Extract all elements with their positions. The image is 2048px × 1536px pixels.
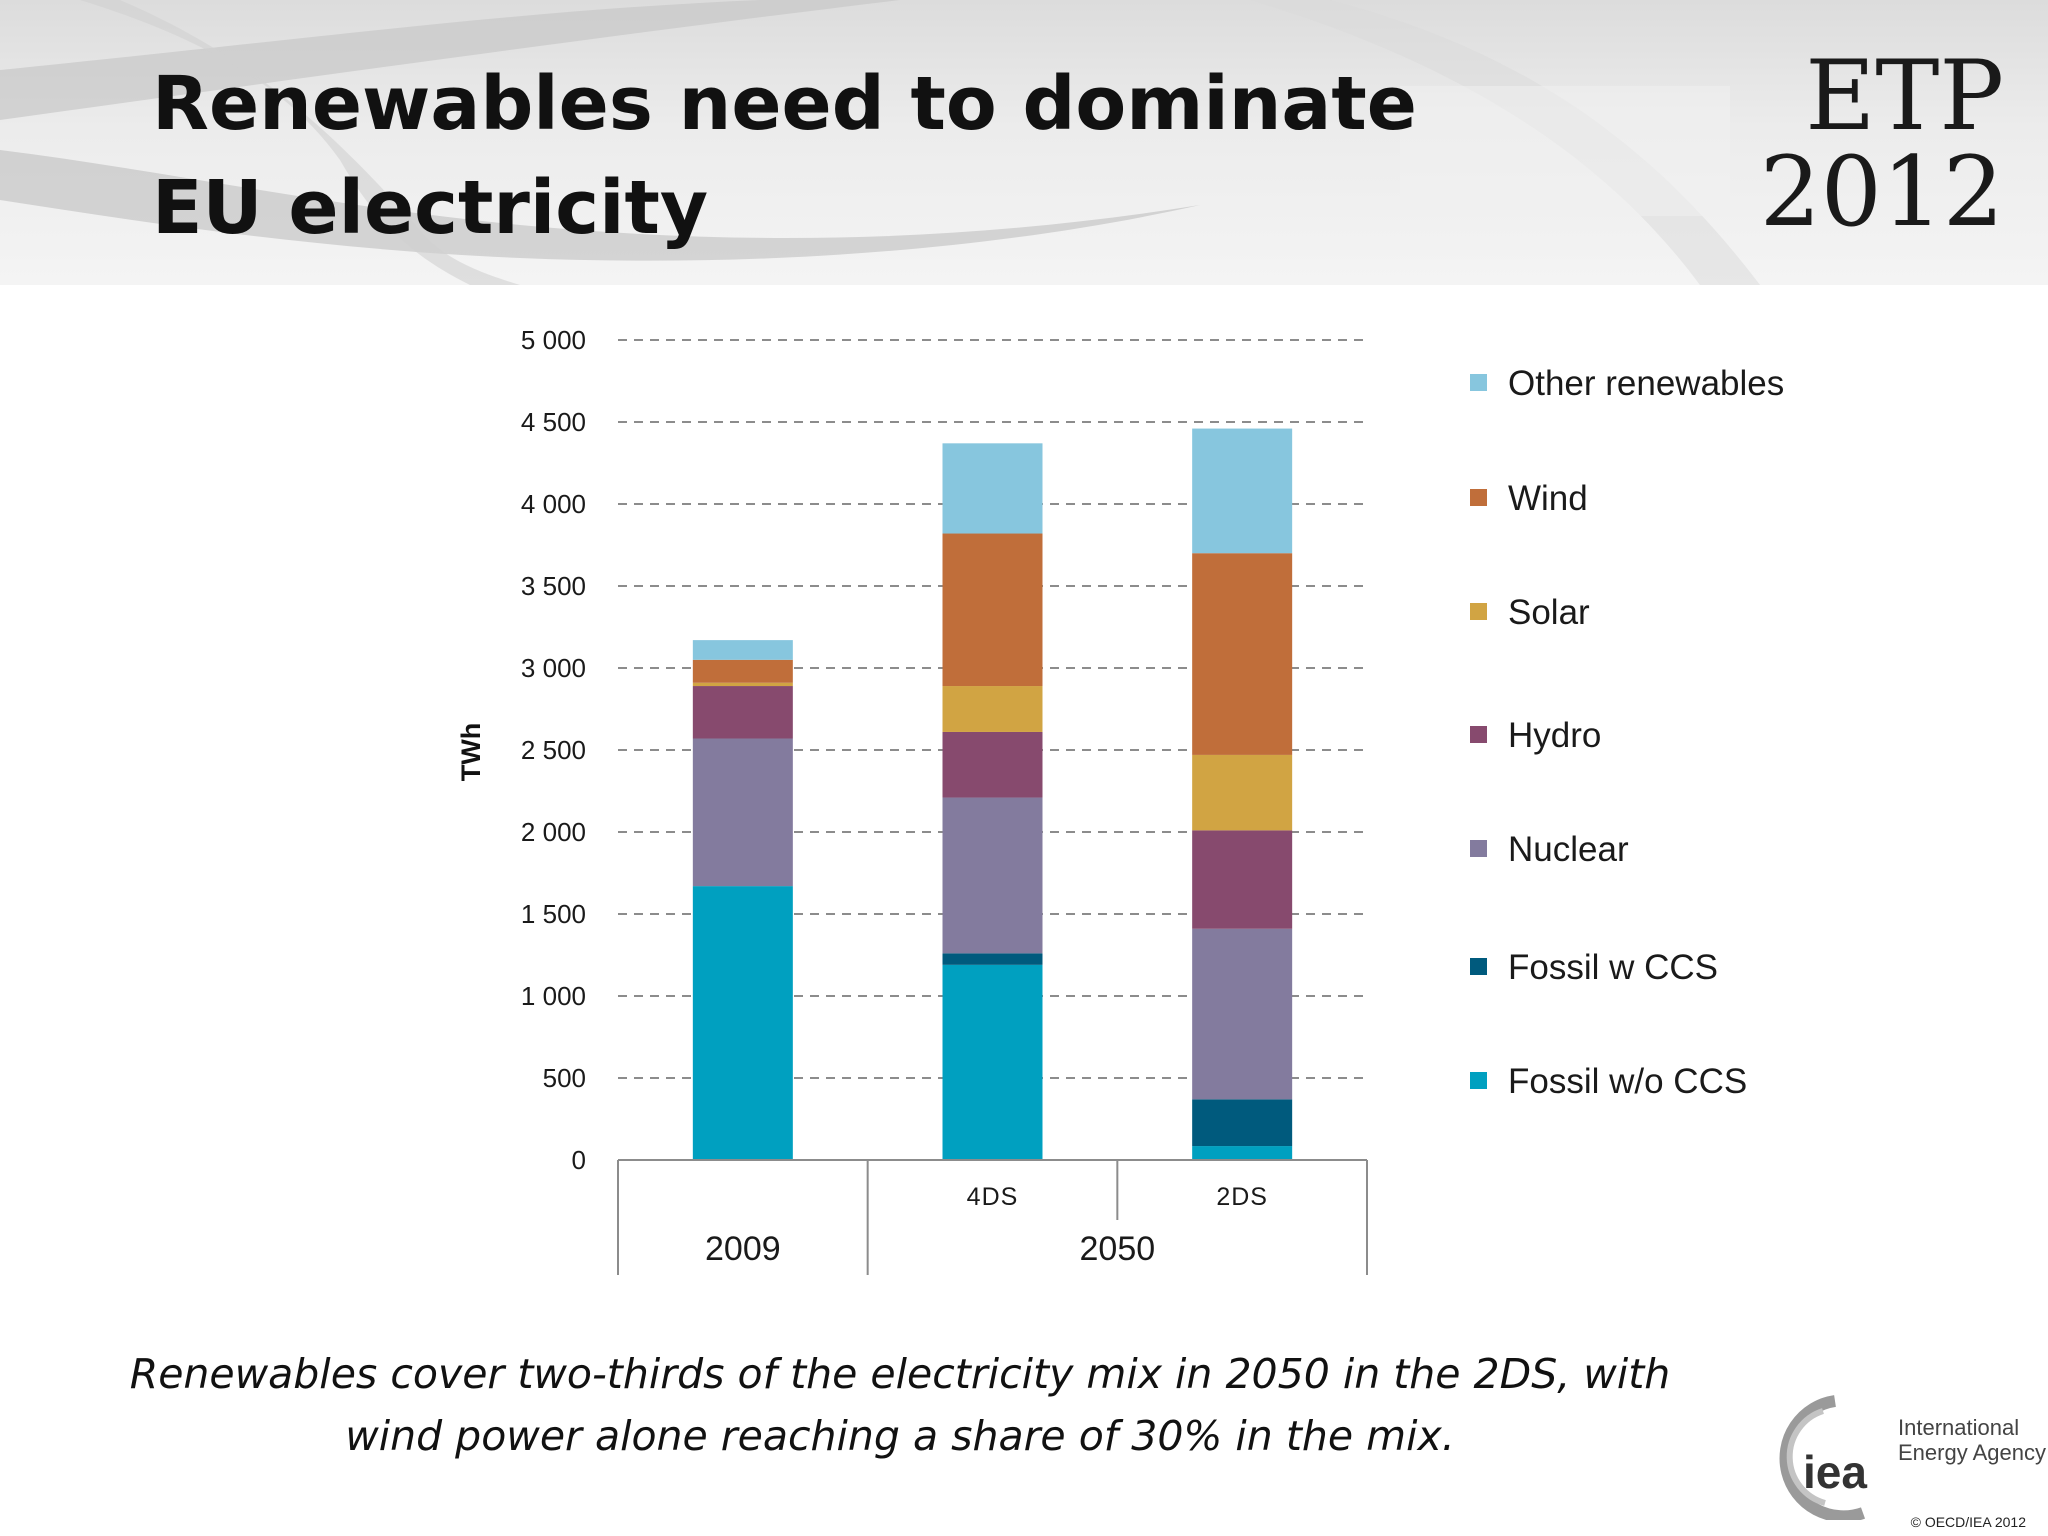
legend-item: Solar <box>1470 593 1590 632</box>
caption-line-1: Renewables cover two-thirds of the elect… <box>129 1350 1671 1398</box>
y-tick-label: 2 500 <box>521 735 586 765</box>
legend-item: Other renewables <box>1470 364 1784 403</box>
bar-segment-fossil-w-ccs <box>942 953 1043 965</box>
y-tick-label: 3 000 <box>521 653 586 683</box>
copyright-notice: © OECD/IEA 2012 <box>1910 1514 2026 1530</box>
legend-label: Nuclear <box>1508 830 1629 869</box>
legend-swatch <box>1470 603 1487 620</box>
bar-segment-hydro <box>942 731 1043 798</box>
y-tick-label: 4 000 <box>521 489 586 519</box>
legend-item: Fossil w CCS <box>1470 948 1718 987</box>
y-tick-label: 1 000 <box>521 981 586 1011</box>
legend-label: Other renewables <box>1508 364 1784 403</box>
legend-swatch <box>1470 840 1487 857</box>
bar-segment-other-renewables <box>692 640 793 660</box>
y-tick-label: 500 <box>543 1063 586 1093</box>
bar-segment-fossil-w-o-ccs <box>942 964 1043 1160</box>
y-tick-label: 1 500 <box>521 899 586 929</box>
x-category-label: 2DS <box>1216 1183 1268 1211</box>
chart-legend: Other renewables Wind Solar Hydro Nuclear Fos… <box>1470 364 1784 1101</box>
bar-segment-nuclear <box>942 797 1043 954</box>
y-tick-label: 4 500 <box>521 407 586 437</box>
chart-bars <box>692 428 1293 1160</box>
bar-segment-nuclear <box>1192 928 1293 1100</box>
bar-segment-hydro <box>1192 830 1293 929</box>
bar-segment-fossil-w-o-ccs <box>1192 1146 1293 1160</box>
bar-segment-other-renewables <box>942 443 1043 534</box>
iea-name-line-2: Energy Agency <box>1898 1440 2046 1465</box>
bar-segment-solar <box>692 682 793 687</box>
bar-segment-wind <box>1192 553 1293 755</box>
y-tick-label: 2 000 <box>521 817 586 847</box>
header-swoosh-decoration <box>0 0 1760 285</box>
chart-axes: 0 500 1 000 1 500 2 000 2 500 3 000 3 500 4 000 4… <box>456 325 1368 1275</box>
bar-segment-nuclear <box>692 738 793 887</box>
x-category-label: 4DS <box>967 1183 1019 1211</box>
legend-swatch <box>1470 726 1487 743</box>
iea-logo-text: iea <box>1803 1446 1867 1498</box>
legend-label: Fossil w CCS <box>1508 948 1718 987</box>
legend-item: Nuclear <box>1470 830 1629 869</box>
etp-brand-mark: ETP <box>1805 40 2004 152</box>
legend-label: Fossil w/o CCS <box>1508 1062 1747 1101</box>
bar-segment-fossil-w-ccs <box>1192 1099 1293 1147</box>
etp-brand-year: 2012 <box>1759 136 2004 248</box>
iea-logo: iea <box>1779 1395 1867 1520</box>
legend-item: Hydro <box>1470 716 1601 755</box>
legend-label: Solar <box>1508 593 1590 632</box>
y-tick-label: 0 <box>572 1145 586 1175</box>
bar-segment-hydro <box>692 686 793 739</box>
bar-segment-fossil-w-o-ccs <box>692 886 793 1160</box>
electricity-mix-chart: 0 500 1 000 1 500 2 000 2 500 3 000 3 500 4 000 4… <box>456 325 1784 1275</box>
x-group-label: 2009 <box>705 1230 781 1268</box>
bar-segment-solar <box>1192 754 1293 831</box>
slide-header: Renewables need to dominate EU electrici… <box>0 0 2048 285</box>
bar-segment-wind <box>692 659 793 683</box>
bar-segment-wind <box>942 533 1043 687</box>
slide-title: Renewables need to dominate EU electrici… <box>152 61 1417 251</box>
legend-label: Wind <box>1508 479 1588 518</box>
y-tick-label: 5 000 <box>521 325 586 355</box>
y-axis-title: TWh <box>456 723 486 781</box>
iea-name-line-1: International <box>1898 1415 2020 1440</box>
legend-item: Fossil w/o CCS <box>1470 1062 1747 1101</box>
x-group-label: 2050 <box>1080 1230 1156 1268</box>
bar-segment-other-renewables <box>1192 428 1293 554</box>
bar-segment-solar <box>942 686 1043 732</box>
legend-swatch <box>1470 374 1487 391</box>
legend-label: Hydro <box>1508 716 1601 755</box>
legend-swatch <box>1470 489 1487 506</box>
legend-swatch <box>1470 958 1487 975</box>
legend-item: Wind <box>1470 479 1588 518</box>
legend-swatch <box>1470 1072 1487 1089</box>
slide-caption: Renewables cover two-thirds of the elect… <box>60 1343 1740 1467</box>
caption-line-2: wind power alone reaching a share of 30%… <box>345 1412 1455 1460</box>
y-tick-label: 3 500 <box>521 571 586 601</box>
